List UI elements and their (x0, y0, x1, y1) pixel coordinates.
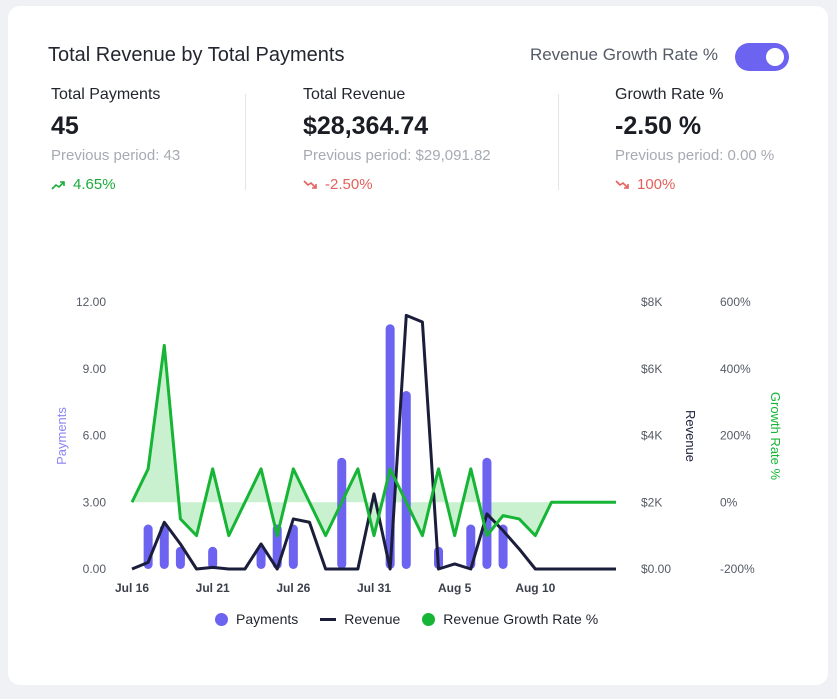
legend-item-revenue[interactable]: Revenue (320, 611, 400, 627)
trend-down-icon (615, 179, 629, 189)
legend-label: Payments (236, 611, 299, 627)
legend-label: Revenue (344, 611, 401, 627)
stat-delta: 4.65% (51, 176, 180, 193)
stat-delta-value: 4.65% (73, 176, 116, 193)
stat-divider (245, 94, 246, 190)
stat-delta: 100% (615, 176, 774, 193)
trend-down-icon (303, 179, 317, 189)
revenue-legend-marker (320, 617, 337, 621)
stat-total-revenue: Total Revenue $28,364.74 Previous period… (303, 86, 491, 193)
stat-delta-value: -2.50% (325, 176, 373, 193)
stat-growth-rate: Growth Rate % -2.50 % Previous period: 0… (615, 86, 774, 193)
chart-legend: Payments Revenue Revenue Growth Rate % (215, 611, 598, 627)
card-title: Total Revenue by Total Payments (48, 44, 345, 66)
legend-label: Revenue Growth Rate % (443, 611, 599, 627)
stat-delta-value: 100% (637, 176, 676, 193)
trend-up-icon (51, 180, 65, 190)
stat-label: Growth Rate % (615, 86, 724, 103)
legend-item-growth-rate[interactable]: Revenue Growth Rate % (422, 611, 598, 627)
stat-divider (558, 94, 559, 190)
stat-previous: Previous period: 43 (51, 147, 181, 164)
growth-toggle-label: Revenue Growth Rate % (529, 45, 718, 64)
revenue-card: Total Revenue by Total Payments Revenue … (8, 6, 828, 685)
stat-total-payments: Total Payments 45 Previous period: 43 4.… (51, 86, 180, 193)
stat-label: Total Payments (51, 86, 161, 103)
stat-value: 45 (51, 112, 79, 140)
stat-value: $28,364.74 (303, 112, 429, 140)
stat-value: -2.50 % (615, 112, 702, 140)
legend-item-payments[interactable]: Payments (215, 611, 298, 627)
stat-previous: Previous period: 0.00 % (615, 147, 775, 164)
stat-delta: -2.50% (303, 176, 491, 193)
growth-rate-toggle[interactable] (735, 43, 789, 71)
toggle-knob (766, 48, 784, 66)
stat-previous: Previous period: $29,091.82 (303, 147, 491, 164)
growth-legend-marker (422, 612, 436, 626)
payments-legend-marker (215, 612, 228, 626)
stat-label: Total Revenue (303, 86, 406, 103)
